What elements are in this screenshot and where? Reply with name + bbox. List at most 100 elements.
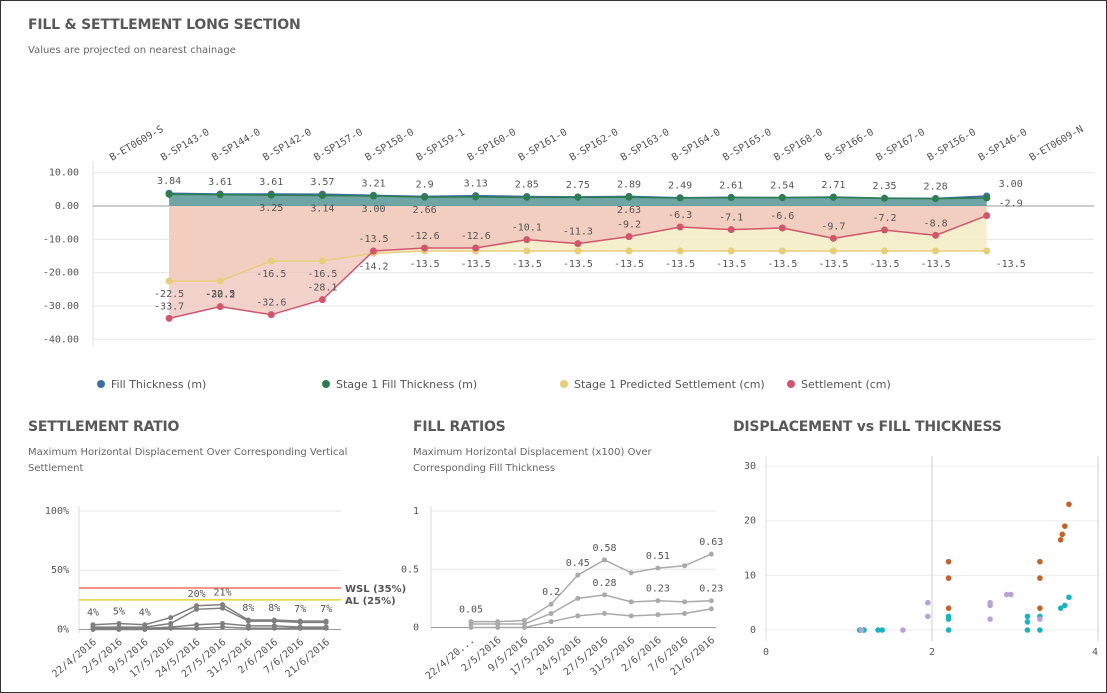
point <box>271 618 277 624</box>
point <box>574 240 582 248</box>
data-label: 3.14 <box>310 204 334 215</box>
point <box>216 191 224 199</box>
point <box>1037 605 1043 611</box>
data-label: -6.6 <box>770 211 794 222</box>
point <box>881 226 888 234</box>
point <box>983 212 991 220</box>
point <box>602 592 607 598</box>
y-tick-label: 10 <box>744 570 756 581</box>
data-label: -12.6 <box>410 231 440 242</box>
point <box>142 626 148 632</box>
point <box>628 570 634 576</box>
data-label: -12.6 <box>461 231 491 242</box>
x-tick-label: B-SP158-0 <box>364 127 416 164</box>
data-label: 3.00 <box>999 179 1023 190</box>
point <box>945 575 952 581</box>
y-tick-label: 0.5 <box>401 564 419 575</box>
point <box>318 296 326 304</box>
point <box>987 602 993 609</box>
point <box>165 190 173 198</box>
data-label: -6.3 <box>668 210 692 221</box>
point <box>116 626 122 632</box>
line <box>93 622 327 630</box>
point <box>521 621 527 627</box>
data-label: -13.5 <box>818 259 848 270</box>
x-tick-label: B-SP164-0 <box>670 127 722 164</box>
point <box>655 598 661 604</box>
y-tick-label: 0% <box>57 624 69 635</box>
y-tick-label: 10.00 <box>49 168 79 179</box>
data-label: 8% <box>268 603 280 614</box>
point <box>655 565 661 571</box>
legend-marker <box>787 380 795 388</box>
point <box>925 599 931 606</box>
point <box>1062 523 1068 529</box>
point <box>932 247 940 255</box>
data-label: -9.2 <box>617 220 641 231</box>
data-label: 3.84 <box>157 176 181 187</box>
point <box>548 601 554 607</box>
chart-title: FILL RATIOS <box>413 419 506 435</box>
data-label: -13.5 <box>716 259 746 270</box>
point <box>708 598 714 604</box>
point <box>945 627 952 633</box>
data-label: -16.5 <box>307 269 337 280</box>
y-tick-label: -40.00 <box>43 334 79 345</box>
line <box>471 608 712 629</box>
legend-marker <box>97 380 105 388</box>
point <box>727 194 735 202</box>
data-label: 2.49 <box>668 181 692 192</box>
point <box>495 621 501 627</box>
point <box>323 625 329 631</box>
point <box>267 257 275 265</box>
point <box>879 627 885 633</box>
data-label: 3.57 <box>310 177 334 188</box>
data-label: 0.63 <box>699 537 723 548</box>
point <box>727 226 735 234</box>
data-label: 21% <box>213 588 231 599</box>
legend-label: Stage 1 Fill Thickness (m) <box>336 378 477 391</box>
data-label: -13.5 <box>665 259 695 270</box>
point <box>881 194 888 202</box>
point <box>1059 531 1066 538</box>
line <box>93 626 327 631</box>
point <box>625 193 633 201</box>
data-label: 0.23 <box>646 584 670 595</box>
data-label: -9.7 <box>821 221 845 232</box>
point <box>945 616 952 622</box>
data-label: 2.9 <box>416 179 434 190</box>
reference-label: WSL (35%) <box>345 584 406 595</box>
point <box>628 613 634 619</box>
point <box>116 621 122 627</box>
legend-marker <box>322 380 330 388</box>
x-tick-label: B-ET0609-N <box>1028 124 1086 164</box>
data-label: 0.2 <box>542 587 560 598</box>
y-tick-label: -30.00 <box>43 301 79 312</box>
point <box>267 191 275 199</box>
point <box>682 611 688 617</box>
data-label: -13.5 <box>869 259 899 270</box>
data-label: 3.13 <box>464 179 488 190</box>
point <box>682 563 688 569</box>
y-tick-label: 1 <box>413 506 419 517</box>
x-tick-label: B-SP143-0 <box>159 127 211 164</box>
data-label: 2.71 <box>821 180 845 191</box>
line <box>92 603 327 626</box>
point <box>676 223 684 231</box>
data-label: 3.21 <box>361 178 385 189</box>
point <box>220 624 225 630</box>
point <box>472 193 480 201</box>
point <box>245 625 251 631</box>
data-label: 3.61 <box>208 177 232 188</box>
x-tick-label: B-SP161-0 <box>517 127 569 164</box>
point <box>90 626 96 632</box>
y-tick-label: 20 <box>744 516 756 527</box>
data-label: 4% <box>139 608 151 619</box>
data-label: 3.00 <box>361 204 385 215</box>
point <box>1066 594 1072 601</box>
point <box>523 247 531 255</box>
data-label: 0.05 <box>459 605 483 616</box>
chart-title: FILL & SETTLEMENT LONG SECTION <box>28 17 301 33</box>
point <box>318 192 326 200</box>
point <box>523 193 531 201</box>
